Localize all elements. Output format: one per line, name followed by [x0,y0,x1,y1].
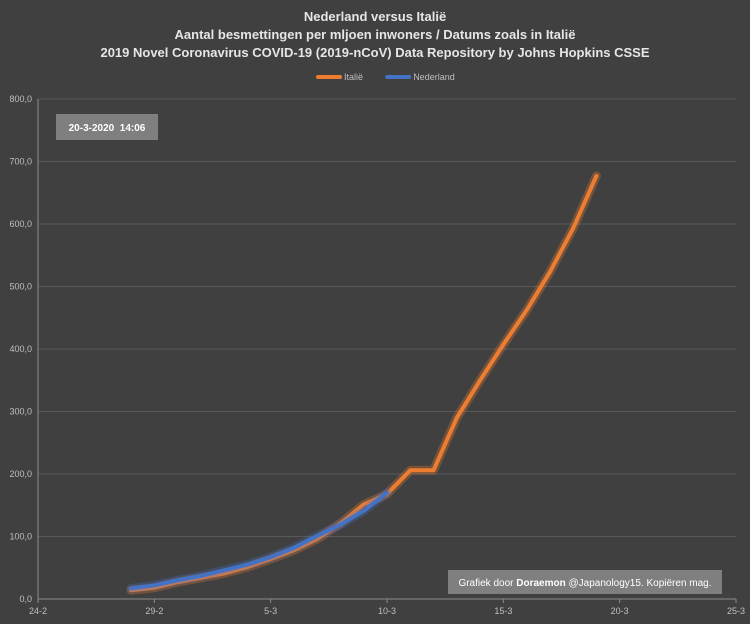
x-tick-label: 20-3 [611,606,629,616]
timestamp-text: 20-3-2020 14:06 [69,123,146,134]
y-tick-label: 0,0 [19,594,32,604]
chart-title-line-2: Aantal besmettingen per mljoen inwoners … [175,27,576,42]
axes: 0,0 100,0 200,0 300,0 400,0 500,0 600,0 700,0 80… [9,94,745,616]
x-tick-label: 5-3 [264,606,277,616]
x-tick-label: 29-2 [145,606,163,616]
legend-label: Nederland [413,72,455,82]
x-tick-label: 10-3 [378,606,396,616]
legend-label: Italië [344,72,363,82]
y-tick-label: 300,0 [9,407,32,417]
y-tick-label: 800,0 [9,94,32,104]
legend-item: Nederland [385,72,455,82]
chart-title-line-3: 2019 Novel Coronavirus COVID-19 (2019-nC… [100,45,649,60]
credit-box: Grafiek door Doraemon @Japanology15. Kop… [448,570,722,594]
series [126,171,601,595]
x-tick-label: 15-3 [494,606,512,616]
series-nederland [126,488,392,593]
chart-title: Nederland versus Italië Aantal besmettin… [100,9,649,60]
chart-title-line-1: Nederland versus Italië [304,9,446,24]
legend: Italië Nederland [316,72,455,82]
timestamp-box-bg [56,114,158,140]
credit-text: Grafiek door Doraemon @Japanology15. Kop… [458,578,711,589]
credit-suffix: @Japanology15. Kopiëren mag. [566,578,712,589]
timestamp-box: 20-3-2020 14:06 [56,114,158,140]
y-tick-label: 600,0 [9,219,32,229]
x-tick-label: 25-3 [727,606,745,616]
y-tick-label: 100,0 [9,532,32,542]
credit-author: Doraemon [516,578,565,589]
series-line [129,490,389,591]
x-tick-label: 24-2 [29,606,47,616]
y-tick-label: 400,0 [9,344,32,354]
y-tick-label: 500,0 [9,282,32,292]
legend-item: Italië [316,72,363,82]
credit-box-bg [448,570,722,594]
credit-prefix: Grafiek door [458,578,516,589]
grid [38,98,736,537]
y-tick-label: 700,0 [9,157,32,167]
y-tick-label: 200,0 [9,469,32,479]
